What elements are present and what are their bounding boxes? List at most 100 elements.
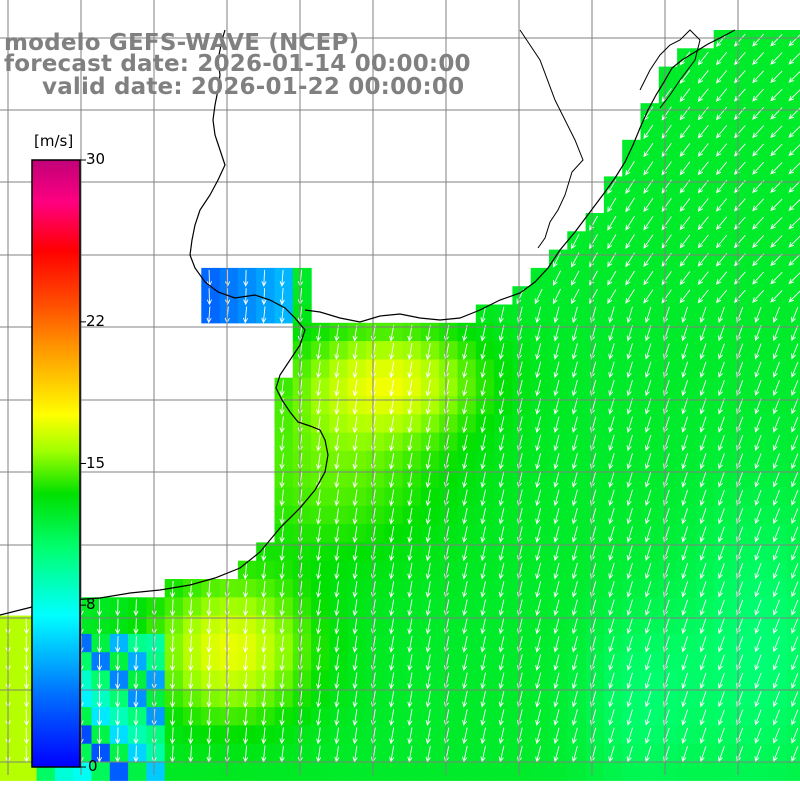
speed-cell bbox=[585, 359, 605, 379]
wind-arrow bbox=[462, 672, 468, 690]
wind-arrow bbox=[681, 489, 689, 507]
wind-arrow bbox=[626, 544, 633, 562]
speed-cell bbox=[530, 469, 550, 489]
speed-cell bbox=[292, 469, 312, 489]
wind-arrow bbox=[791, 471, 799, 488]
speed-cell bbox=[0, 688, 19, 708]
wind-arrow bbox=[715, 161, 728, 176]
wind-arrow bbox=[699, 471, 707, 488]
speed-cell bbox=[585, 560, 605, 580]
speed-cell bbox=[567, 762, 587, 781]
wind-arrow bbox=[133, 690, 139, 708]
speed-cell bbox=[768, 762, 788, 781]
wind-arrow bbox=[571, 471, 578, 488]
speed-cell bbox=[164, 688, 184, 708]
speed-cell bbox=[475, 725, 495, 745]
speed-cell bbox=[585, 396, 605, 415]
speed-cell bbox=[567, 322, 587, 342]
lat-lon-grid bbox=[0, 0, 800, 775]
speed-cell bbox=[219, 688, 239, 708]
speed-cell bbox=[457, 505, 477, 525]
wind-arrow bbox=[316, 489, 322, 507]
speed-cell bbox=[512, 322, 532, 342]
wind-arrow bbox=[242, 580, 249, 599]
speed-cell bbox=[530, 560, 550, 580]
speed-cell bbox=[292, 524, 312, 543]
speed-cell bbox=[475, 542, 495, 562]
speed-cell bbox=[585, 670, 605, 690]
wind-arrow bbox=[316, 635, 322, 653]
speed-cell bbox=[347, 414, 367, 434]
wind-arrow bbox=[608, 727, 615, 745]
wind-arrow bbox=[535, 452, 542, 470]
wind-arrow bbox=[553, 745, 560, 763]
wind-arrow bbox=[261, 635, 267, 653]
wind-arrow bbox=[425, 654, 431, 672]
speed-cell bbox=[512, 432, 532, 452]
speed-cell bbox=[512, 707, 532, 726]
wind-arrow bbox=[352, 562, 358, 580]
speed-cell bbox=[256, 633, 276, 653]
wind-arrow bbox=[770, 33, 783, 47]
wind-arrow bbox=[679, 198, 691, 212]
wind-arrow bbox=[535, 544, 542, 562]
speed-cell bbox=[274, 725, 294, 745]
speed-cell bbox=[457, 432, 477, 452]
speed-cell bbox=[512, 505, 532, 525]
speed-cell bbox=[237, 743, 257, 763]
speed-cell bbox=[183, 670, 202, 690]
wind-arrow bbox=[535, 306, 542, 324]
speed-cell bbox=[494, 688, 513, 708]
wind-arrow bbox=[462, 709, 468, 726]
wind-arrow bbox=[23, 654, 29, 672]
wind-arrow bbox=[791, 691, 799, 708]
wind-arrow bbox=[96, 635, 103, 653]
wind-arrow bbox=[552, 288, 562, 305]
speed-cell bbox=[219, 762, 239, 781]
wind-arrow bbox=[697, 88, 709, 103]
speed-cell bbox=[347, 322, 367, 342]
speed-cell bbox=[366, 432, 385, 452]
speed-cell bbox=[91, 707, 111, 726]
speed-cell bbox=[549, 633, 568, 653]
wind-arrow bbox=[718, 709, 725, 726]
speed-cell bbox=[768, 48, 788, 68]
wind-arrow bbox=[571, 398, 578, 415]
wind-arrow bbox=[791, 398, 799, 415]
wind-arrow bbox=[644, 325, 652, 342]
speed-cell bbox=[494, 377, 513, 397]
speed-cell bbox=[457, 652, 477, 672]
speed-cell bbox=[768, 286, 788, 306]
speed-cell bbox=[128, 615, 147, 635]
speed-cell bbox=[109, 615, 129, 635]
wind-arrow bbox=[681, 361, 689, 378]
wind-arrow bbox=[788, 52, 800, 65]
wind-arrow bbox=[352, 654, 358, 672]
wind-arrow bbox=[242, 690, 249, 708]
speed-cell bbox=[164, 762, 184, 781]
wind-arrow bbox=[643, 216, 654, 231]
wind-arrow bbox=[425, 343, 431, 361]
wind-arrow bbox=[718, 416, 725, 433]
speed-cell bbox=[530, 414, 550, 434]
speed-cell bbox=[384, 762, 404, 781]
speed-cell bbox=[146, 615, 166, 635]
speed-cell bbox=[311, 743, 330, 763]
wind-arrow bbox=[169, 654, 176, 672]
speed-cell bbox=[366, 615, 385, 635]
speed-cell bbox=[750, 762, 770, 781]
wind-arrow bbox=[770, 143, 783, 157]
wind-arrow bbox=[788, 125, 800, 138]
speed-cell bbox=[585, 688, 605, 708]
wind-arrow bbox=[279, 288, 285, 306]
speed-cell bbox=[457, 322, 477, 342]
wind-arrow bbox=[788, 199, 800, 212]
wind-arrow bbox=[316, 617, 322, 635]
wind-arrow bbox=[718, 398, 725, 415]
speed-cell bbox=[366, 743, 385, 763]
speed-cell bbox=[109, 725, 129, 745]
wind-arrow bbox=[480, 343, 486, 360]
wind-arrow bbox=[718, 581, 725, 598]
speed-cell bbox=[494, 524, 513, 543]
speed-cell bbox=[512, 633, 532, 653]
